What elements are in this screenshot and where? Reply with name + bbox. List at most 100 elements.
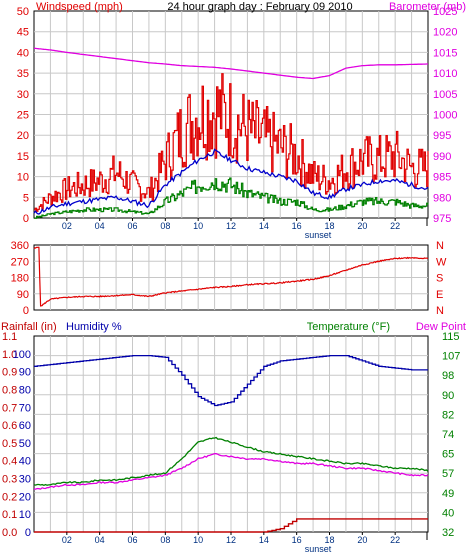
humidity-tick-label: 70	[19, 402, 31, 414]
humidity-tick-label: 90	[19, 367, 31, 379]
windspeed-tick-label: 25	[17, 110, 29, 122]
windspeed-tick-label: 45	[17, 27, 29, 39]
temperature-tick-label: 90	[442, 390, 454, 402]
rain-tick-label: 0.4	[2, 456, 17, 468]
barometer-tick-label: 980	[433, 192, 451, 204]
wind-avg-line	[33, 148, 429, 215]
compass-label: E	[436, 289, 443, 301]
barometer-tick-label: 1000	[433, 110, 457, 122]
wind-panel-tick-label: 02	[62, 221, 72, 231]
temp-panel-tick-label: 16	[292, 535, 302, 545]
barometer-tick-label: 1015	[433, 47, 457, 59]
temperature-tick-label: 32	[442, 527, 454, 539]
wind-panel-sunset-label: sunset	[305, 230, 332, 240]
barometer-tick-label: 1010	[433, 68, 457, 80]
wind-gust-line	[34, 73, 429, 212]
rain-tick-label: 0.1	[2, 509, 17, 521]
temp-panel-tick-label: 12	[226, 535, 236, 545]
compass-label: W	[436, 256, 447, 268]
direction-tick-label: 270	[11, 256, 29, 268]
rain-tick-label: 0.7	[2, 402, 17, 414]
temperature-tick-label: 74	[442, 429, 454, 441]
temperature-tick-label: 57	[442, 468, 454, 480]
windspeed-axis-title: Windspeed (mph)	[36, 1, 123, 13]
rain-tick-label: 0.0	[2, 527, 17, 539]
wind-panel-tick-label: 10	[193, 221, 203, 231]
rainfall-axis-title: Rainfall (in)	[1, 321, 57, 333]
temp-panel-tick-label: 18	[324, 535, 334, 545]
wind-panel-tick-label: 04	[95, 221, 105, 231]
direction-tick-label: 90	[17, 289, 29, 301]
temp-panel-tick-label: 20	[357, 535, 367, 545]
humidity-tick-label: 40	[19, 456, 31, 468]
barometer-tick-label: 1005	[433, 89, 457, 101]
temp-panel-tick-label: 02	[62, 535, 72, 545]
rain-tick-label: 0.2	[2, 491, 17, 503]
humidity-tick-label: 80	[19, 384, 31, 396]
windspeed-tick-label: 5	[23, 192, 29, 204]
barometer-tick-label: 1025	[433, 6, 457, 18]
temp-panel-tick-label: 04	[95, 535, 105, 545]
wind-panel-tick-label: 14	[259, 221, 269, 231]
humidity-tick-label: 50	[19, 438, 31, 450]
wind-panel-tick-label: 06	[127, 221, 137, 231]
direction-tick-label: 360	[11, 240, 29, 252]
rain-tick-label: 0.9	[2, 367, 17, 379]
barometer-axis-title: Barometer (mb)	[389, 1, 466, 13]
wind-panel-tick-label: 16	[292, 221, 302, 231]
rain-tick-label: 1.0	[2, 349, 17, 361]
humidity-tick-label: 100	[13, 349, 31, 361]
windspeed-tick-label: 15	[17, 151, 29, 163]
temperature-tick-label: 65	[442, 449, 454, 461]
windspeed-tick-label: 35	[17, 68, 29, 80]
dew-point-line	[33, 452, 429, 490]
chart-title: 24 hour graph day : February 09 2010	[167, 1, 352, 13]
windspeed-tick-label: 50	[17, 6, 29, 18]
humidity-tick-label: 30	[19, 474, 31, 486]
wind-panel-tick-label: 22	[390, 221, 400, 231]
temp-panel-tick-label: 08	[160, 535, 170, 545]
temp-panel-tick-label: 10	[193, 535, 203, 545]
wind-low-line	[34, 177, 429, 219]
humidity-tick-label: 20	[19, 491, 31, 503]
humidity-tick-label: 60	[19, 420, 31, 432]
rain-tick-label: 0.6	[2, 420, 17, 432]
wind-panel-tick-label: 18	[324, 221, 334, 231]
humidity-axis-title: Humidity %	[66, 321, 122, 333]
compass-label: N	[436, 305, 444, 317]
dew-point-axis-title: Dew Point	[416, 321, 466, 333]
barometer-tick-label: 1020	[433, 27, 457, 39]
rain-tick-label: 0.8	[2, 384, 17, 396]
rain-tick-label: 0.5	[2, 438, 17, 450]
temperature-tick-label: 98	[442, 370, 454, 382]
wind-panel-tick-label: 08	[160, 221, 170, 231]
temp-panel-sunset-label: sunset	[305, 544, 332, 554]
windspeed-tick-label: 0	[23, 213, 29, 225]
windspeed-tick-label: 20	[17, 130, 29, 142]
humidity-tick-label: 10	[19, 509, 31, 521]
temperature-line	[33, 436, 429, 487]
rainfall-line	[34, 518, 428, 533]
wind-panel-tick-label: 12	[226, 221, 236, 231]
temp-panel-tick-label: 14	[259, 535, 269, 545]
temperature-tick-label: 49	[442, 488, 454, 500]
windspeed-tick-label: 30	[17, 89, 29, 101]
barometer-tick-label: 990	[433, 151, 451, 163]
barometer-tick-label: 975	[433, 213, 451, 225]
windspeed-tick-label: 10	[17, 172, 29, 184]
compass-label: N	[436, 240, 444, 252]
humidity-line	[34, 354, 428, 407]
windspeed-tick-label: 40	[17, 47, 29, 59]
direction-tick-label: 180	[11, 273, 29, 285]
rain-tick-label: 1.1	[2, 331, 17, 343]
temperature-tick-label: 82	[442, 409, 454, 421]
temperature-axis-title: Temperature (°F)	[307, 321, 390, 333]
temp-panel-tick-label: 06	[127, 535, 137, 545]
humidity-tick-label: 0	[25, 527, 31, 539]
barometer-tick-label: 995	[433, 130, 451, 142]
temperature-tick-label: 40	[442, 507, 454, 519]
wind-direction-line	[33, 246, 429, 307]
compass-label: S	[436, 273, 443, 285]
